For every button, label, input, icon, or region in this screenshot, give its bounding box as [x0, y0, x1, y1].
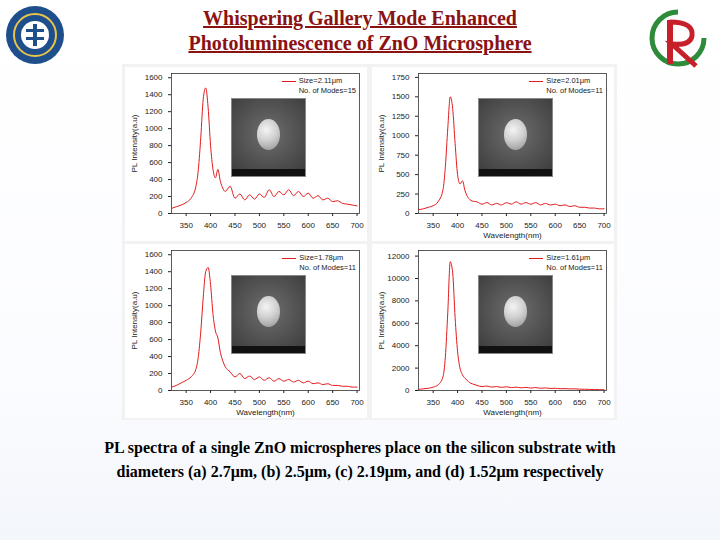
html-text:Whispering Gallery Mode Enhanc: Whispering Gallery Mode Enhanced Photolu…	[188, 7, 532, 54]
svg-text:PL Intensity(a.u): PL Intensity(a.u)	[130, 114, 139, 172]
svg-text:700: 700	[597, 221, 611, 230]
svg-text:12000: 12000	[387, 252, 410, 261]
svg-text:1200: 1200	[145, 284, 163, 293]
svg-text:500: 500	[396, 170, 410, 179]
svg-text:550: 550	[524, 221, 538, 230]
svg-text:800: 800	[149, 141, 163, 150]
svg-text:PL Intensity(a.u): PL Intensity(a.u)	[377, 114, 386, 172]
svg-text:1200: 1200	[145, 107, 163, 116]
svg-text:1500: 1500	[392, 92, 410, 101]
svg-text:0: 0	[405, 209, 410, 218]
html-text:No. of Modes=11: No. of Modes=11	[546, 86, 603, 95]
svg-text:650: 650	[326, 221, 340, 230]
svg-text:0: 0	[158, 386, 163, 395]
svg-text:1750: 1750	[392, 73, 410, 82]
svg-text:400: 400	[149, 352, 163, 361]
svg-text:800: 800	[149, 318, 163, 327]
svg-text:1000: 1000	[145, 124, 163, 133]
svg-text:0: 0	[405, 386, 410, 395]
svg-text:650: 650	[573, 221, 587, 230]
svg-text:1600: 1600	[145, 250, 163, 259]
svg-text:350: 350	[426, 398, 440, 407]
svg-text:1000: 1000	[392, 131, 410, 140]
svg-text:Wavelength(nm): Wavelength(nm)	[483, 231, 542, 240]
svg-text:450: 450	[475, 221, 489, 230]
html-text:Size=1.78μm: Size=1.78μm	[299, 253, 344, 262]
svg-text:600: 600	[549, 221, 563, 230]
svg-text:350: 350	[179, 221, 193, 230]
svg-text:700: 700	[597, 398, 611, 407]
svg-text:600: 600	[549, 398, 563, 407]
svg-text:700: 700	[350, 398, 364, 407]
html-text:No. of Modes=11: No. of Modes=11	[299, 263, 356, 272]
svg-text:1000: 1000	[145, 301, 163, 310]
svg-text:400: 400	[149, 175, 163, 184]
svg-text:400: 400	[204, 398, 218, 407]
svg-text:4000: 4000	[392, 341, 410, 350]
svg-text:8000: 8000	[392, 296, 410, 305]
svg-text:450: 450	[475, 398, 489, 407]
svg-text:200: 200	[149, 192, 163, 201]
svg-text:200: 200	[149, 369, 163, 378]
svg-text:Wavelength(nm): Wavelength(nm)	[483, 408, 542, 417]
svg-text:600: 600	[149, 335, 163, 344]
svg-text:750: 750	[396, 151, 410, 160]
svg-text:Wavelength(nm): Wavelength(nm)	[236, 408, 295, 417]
svg-text:1250: 1250	[392, 112, 410, 121]
svg-text:1600: 1600	[145, 73, 163, 82]
svg-text:500: 500	[253, 221, 267, 230]
svg-text:6000: 6000	[392, 319, 410, 328]
svg-text:400: 400	[204, 221, 218, 230]
html-text:PL spectra of a single ZnO mic: PL spectra of a single ZnO microspheres …	[104, 439, 616, 480]
svg-text:600: 600	[302, 398, 316, 407]
html-text:Size=2.01μm: Size=2.01μm	[546, 76, 591, 85]
svg-text:450: 450	[228, 398, 242, 407]
svg-text:650: 650	[573, 398, 587, 407]
svg-text:550: 550	[277, 221, 291, 230]
svg-text:350: 350	[426, 221, 440, 230]
svg-text:250: 250	[396, 190, 410, 199]
svg-text:1400: 1400	[145, 90, 163, 99]
svg-text:1400: 1400	[145, 267, 163, 276]
svg-text:350: 350	[179, 398, 193, 407]
svg-text:10000: 10000	[387, 274, 410, 283]
svg-text:500: 500	[253, 398, 267, 407]
html-text:No. of Modes=15: No. of Modes=15	[298, 86, 356, 95]
svg-text:PL Intensity(a.u): PL Intensity(a.u)	[377, 291, 386, 349]
svg-text:700: 700	[350, 221, 364, 230]
html-text:No. of Modes=11: No. of Modes=11	[546, 263, 603, 272]
svg-text:600: 600	[149, 158, 163, 167]
svg-text:500: 500	[500, 221, 514, 230]
svg-text:650: 650	[326, 398, 340, 407]
svg-text:2000: 2000	[392, 364, 410, 373]
svg-text:550: 550	[277, 398, 291, 407]
html-text:Size=1.61μm: Size=1.61μm	[546, 253, 591, 262]
svg-text:400: 400	[451, 398, 465, 407]
svg-text:500: 500	[500, 398, 514, 407]
svg-text:0: 0	[158, 209, 163, 218]
html-text:Size=2.11μm: Size=2.11μm	[298, 76, 343, 85]
svg-text:450: 450	[228, 221, 242, 230]
svg-text:600: 600	[302, 221, 316, 230]
svg-text:400: 400	[451, 221, 465, 230]
svg-text:PL Intensity(a.u): PL Intensity(a.u)	[130, 291, 139, 349]
svg-text:550: 550	[524, 398, 538, 407]
